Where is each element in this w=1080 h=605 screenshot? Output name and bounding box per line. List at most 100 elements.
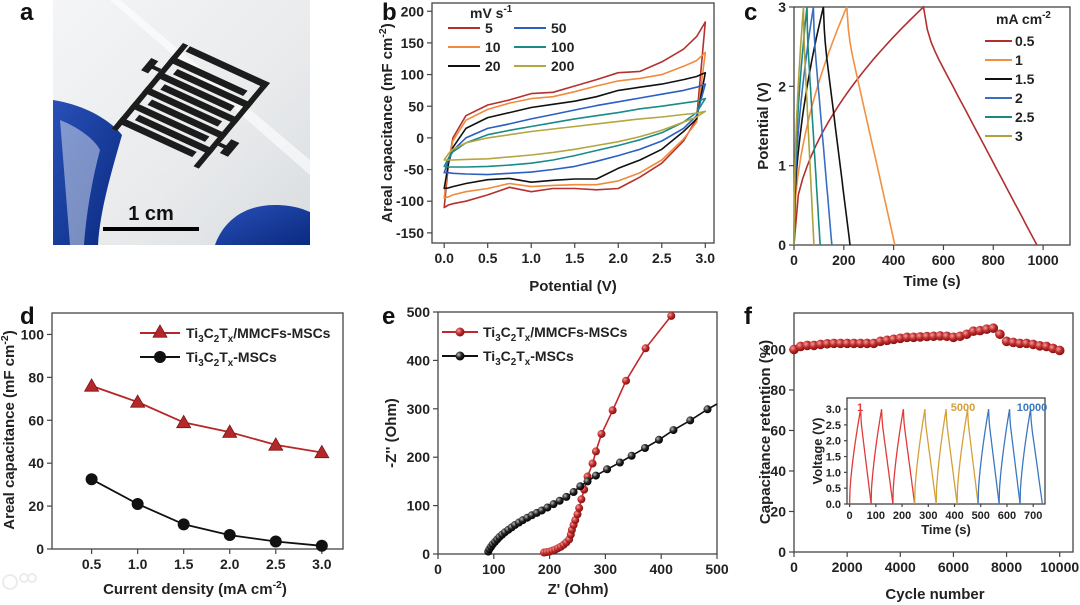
rate-ytick-label: 40	[28, 455, 44, 471]
cycle-point	[835, 338, 846, 349]
cv-curve-100mV	[443, 97, 707, 168]
cv-xtick-label: 0.0	[434, 250, 454, 266]
eis-xtick-label: 100	[482, 561, 506, 577]
gcd-curve-2	[793, 6, 833, 246]
rate-point-triangle	[222, 424, 238, 438]
eis-xtick-label: 300	[594, 561, 618, 577]
cv-legend-label: 200	[551, 58, 575, 74]
rate-legend-marker	[152, 324, 168, 338]
panel-label-f: f	[744, 303, 753, 330]
eis-ytick-label: 200	[407, 449, 431, 465]
rate-line-0	[91, 385, 322, 454]
gcd-ytick-label: 0	[778, 237, 786, 253]
inset-gcd-curve	[848, 409, 872, 505]
cycle-point	[1015, 338, 1025, 349]
eis-ytick-label: 400	[407, 352, 431, 368]
inset-ytick-label: 2.5	[826, 420, 841, 432]
rate-point-circle	[131, 497, 144, 510]
eis-point	[608, 406, 617, 415]
cv-curve-20mV	[443, 71, 707, 190]
cv-curve-200mV	[443, 110, 707, 161]
rate-ytick-label: 0	[36, 541, 44, 557]
inset-xtick-label: 700	[1024, 510, 1042, 522]
rate-xtick-label: 1.5	[174, 556, 194, 572]
panel-label-e: e	[382, 303, 395, 330]
inset-gcd-curve	[870, 409, 894, 505]
inset-cycle-label: 5000	[951, 402, 975, 414]
eis-point	[622, 376, 631, 385]
eis-frame	[437, 311, 718, 555]
gcd-legend-label: 2.5	[1015, 109, 1035, 125]
cv-curve-5mV	[443, 21, 707, 209]
gcd-curve-1	[793, 6, 896, 246]
rate-ytick-label: 60	[28, 412, 44, 428]
cv-xtick-label: 1.5	[565, 250, 585, 266]
cv-xtick-label: 3.0	[696, 250, 716, 266]
eis-point	[588, 459, 597, 468]
inset-xtick-label: 100	[867, 510, 885, 522]
rate-xtick-label: 3.0	[312, 556, 332, 572]
rate-xtick-label: 1.0	[128, 556, 148, 572]
rate-xtick-label: 2.5	[266, 556, 286, 572]
electrode-pattern	[111, 43, 270, 169]
cv-curve-10mV	[443, 51, 707, 199]
rate-point-circle	[223, 529, 236, 542]
cycle-xtick-label: 8000	[991, 559, 1022, 575]
cv-xtick-label: 2.0	[609, 250, 629, 266]
gcd-xtick-label: 200	[832, 252, 856, 268]
rate-ytick-label: 20	[28, 498, 44, 514]
inset-gcd-curve	[935, 409, 958, 505]
eis-point	[641, 444, 650, 453]
cv-ytick-label: 200	[401, 3, 425, 19]
b-legend-title: mV s-1	[470, 4, 513, 21]
eis-point	[669, 426, 678, 435]
e-xlabel: Z' (Ohm)	[547, 581, 608, 598]
eis-legend-label: Ti3C2Tx-MSCs	[483, 348, 574, 368]
gcd-legend-label: 0.5	[1015, 33, 1035, 49]
inset-ytick-label: 1.0	[826, 467, 841, 479]
cycle-xtick-label: 4000	[885, 559, 916, 575]
eis-xtick-label: 500	[705, 561, 729, 577]
inset-xtick-label: 500	[972, 510, 990, 522]
eis-point	[569, 488, 578, 497]
eis-legend-label: Ti3C2Tx/MMCFs-MSCs	[483, 324, 628, 344]
rate-point-circle	[177, 518, 190, 531]
rate-point-triangle	[175, 414, 192, 429]
b-xlabel: Potential (V)	[529, 278, 617, 295]
rate-point-circle	[315, 539, 328, 552]
cycle-point	[1054, 345, 1065, 356]
gcd-legend-label: 2	[1015, 90, 1023, 106]
eis-legend-marker	[455, 351, 465, 361]
eis-xtick-label: 0	[434, 561, 442, 577]
gcd-curve-3	[793, 6, 815, 246]
cv-legend-label: 100	[551, 39, 575, 55]
plots-layer: 0.0 0.5 1.0 1.5 2.0 2.5 3.0-150-100-5005010015…	[21, 0, 1080, 577]
cv-xtick-label: 0.5	[478, 250, 498, 266]
d-ylabel: Areal capacitance (mF cm-2)	[0, 330, 18, 529]
rate-ytick-label: 80	[28, 369, 44, 385]
rate-axes: 0.5 1.0 1.5 2.0 2.5 3.0 0 20 40 60 80 100 Ti3C2Tx/MM…	[21, 312, 344, 572]
inset-ytick-label: 2.0	[826, 436, 841, 448]
cycle-point	[902, 332, 912, 343]
inset-ylabel: Voltage (V)	[810, 418, 825, 485]
eis-point	[573, 510, 582, 519]
inset-gcd-curve	[914, 408, 937, 505]
inset-xtick-label: 300	[919, 510, 937, 522]
panel-label-b: b	[382, 0, 397, 26]
eis-point	[577, 495, 586, 504]
rate-xtick-label: 0.5	[82, 556, 102, 572]
inset-xlabel: Time (s)	[921, 522, 971, 537]
inset-gcd-curve	[1019, 408, 1044, 505]
cycle-point	[862, 338, 872, 349]
eis-point	[615, 458, 624, 467]
eis-point	[555, 496, 564, 505]
device-photo: 1 cm	[53, 0, 310, 245]
eis-ytick-label: 100	[407, 498, 431, 514]
inset-axes: 0 100 200 300 400 500 600 700 0.0 0.5 1.0 1.5 2.0 2.5…	[826, 397, 1047, 522]
cv-ytick-label: 50	[408, 98, 424, 114]
eis-line-1	[487, 403, 718, 552]
cycle-ytick-label: 40	[770, 463, 786, 479]
cv-ytick-label: 100	[401, 67, 425, 83]
cycle-point	[995, 329, 1005, 340]
rate-legend-marker	[154, 351, 166, 363]
